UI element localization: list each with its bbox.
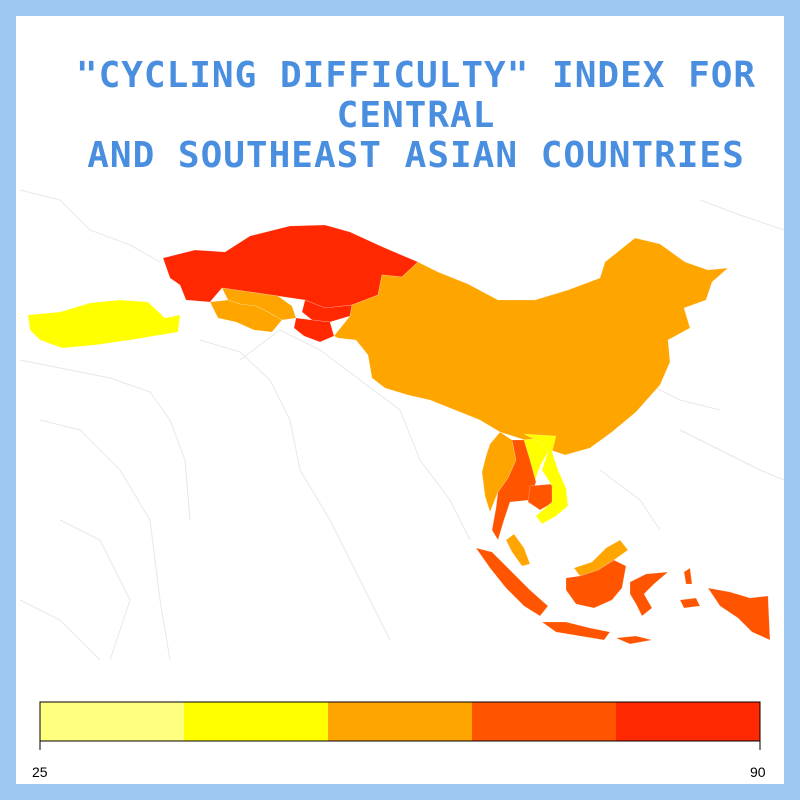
country-indonesia-islands-2 (679, 597, 701, 609)
country-cambodia (527, 483, 555, 511)
country-turkey (27, 299, 181, 349)
legend-bin-4 (472, 702, 616, 741)
country-indonesia-papua (707, 587, 771, 641)
country-kyrgyzstan (301, 299, 353, 323)
country-indonesia-sumatra (475, 547, 549, 617)
country-malaysia-peninsula (505, 533, 531, 567)
legend-bin-2 (184, 702, 328, 741)
country-vietnam (523, 433, 569, 525)
country-thailand (491, 439, 537, 541)
country-indonesia-islands-3 (683, 567, 693, 585)
map-title-line-2: and Southeast Asian Countries (87, 135, 745, 176)
legend-bin-5 (616, 702, 760, 741)
country-tajikistan (293, 317, 335, 343)
country-indonesia-sulawesi (629, 571, 669, 617)
map-title: "Cycling Difficulty" Index for Central a… (16, 56, 800, 176)
country-china (333, 237, 729, 456)
legend-bin-1 (40, 702, 184, 741)
country-shapes (27, 224, 771, 645)
country-indonesia-java (541, 621, 611, 641)
legend-bin-3 (328, 702, 472, 741)
country-indonesia-islands-1 (615, 635, 653, 645)
country-turkmenistan (209, 299, 283, 333)
legend-outline (39, 701, 761, 742)
color-legend (39, 701, 761, 750)
map-title-line-1: "Cycling Difficulty" Index for Central (75, 55, 757, 136)
country-indonesia-kalimantan (565, 559, 627, 609)
